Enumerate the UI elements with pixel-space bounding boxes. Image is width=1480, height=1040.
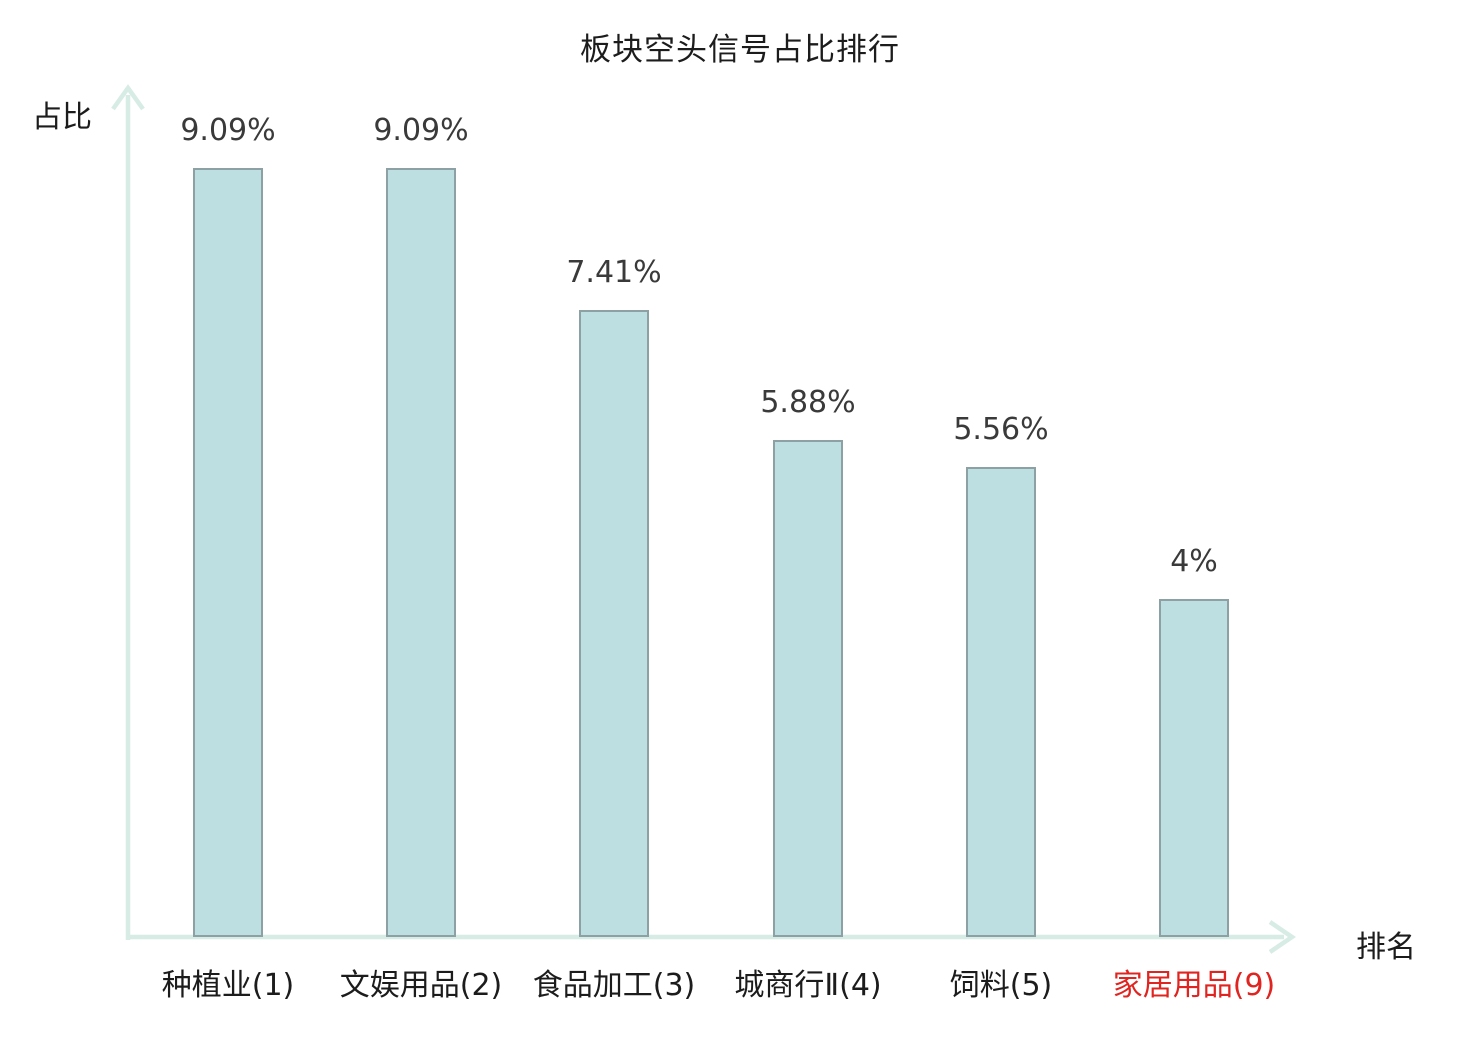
bar <box>773 440 843 937</box>
bar-value-label: 9.09% <box>373 113 469 148</box>
y-axis-label: 占比 <box>32 100 92 135</box>
category-label: 饲料(5) <box>949 968 1053 1003</box>
category-label: 城商行Ⅱ(4) <box>734 968 882 1003</box>
bar-value-label: 5.88% <box>760 385 856 420</box>
category-label: 文娱用品(2) <box>339 968 503 1003</box>
bar-value-label: 7.41% <box>566 255 662 290</box>
bar-value-label: 5.56% <box>953 412 1049 447</box>
bar <box>1159 599 1229 937</box>
bar-value-label: 9.09% <box>180 113 276 148</box>
y-axis-arrow-icon <box>111 84 145 111</box>
bar <box>579 310 649 937</box>
x-axis-label: 排名 <box>1356 930 1416 965</box>
category-label: 食品加工(3) <box>532 968 696 1003</box>
bar-value-label: 4% <box>1170 544 1218 579</box>
chart-title: 板块空头信号占比排行 <box>580 32 900 68</box>
x-axis-arrow-icon <box>1268 920 1296 954</box>
bar <box>966 467 1036 937</box>
bar <box>386 168 456 937</box>
bar <box>193 168 263 937</box>
category-label: 家居用品(9) <box>1112 968 1276 1003</box>
category-label: 种植业(1) <box>161 968 295 1003</box>
